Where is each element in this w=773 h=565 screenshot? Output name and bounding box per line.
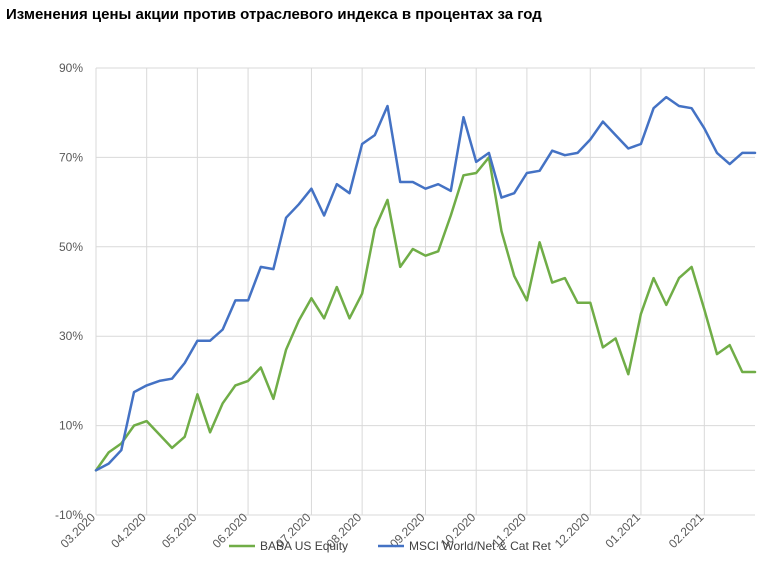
axis-layer: -10%10%30%50%70%90%03.2020 04.2020 05.2020… [55,61,707,551]
y-tick-label: 70% [59,150,83,164]
y-tick-label: 90% [59,61,83,75]
grid-layer [95,67,755,516]
series-line-1 [94,156,757,472]
legend: BABA US Equity MSCI World/Net & Cat Ret [229,539,551,553]
series-line-2 [94,95,757,472]
chart-title: Изменения цены акции против отраслевого … [6,6,542,23]
legend-label: MSCI World/Net & Cat Ret [409,539,551,553]
x-tick-label: 12.2020 [552,510,593,551]
y-tick-label: -10% [55,508,83,522]
legend-label: BABA US Equity [260,539,348,553]
y-tick-label: 50% [59,240,83,254]
series-layer [94,95,757,472]
x-tick-label: 02.2021 [666,510,707,551]
x-tick-label: 04.2020 [108,510,149,551]
y-tick-label: 10% [59,419,83,433]
x-tick-label: 06.2020 [210,510,251,551]
x-tick-label: 01.2021 [602,510,643,551]
x-tick-label: 05.2020 [159,510,200,551]
y-tick-label: 30% [59,329,83,343]
